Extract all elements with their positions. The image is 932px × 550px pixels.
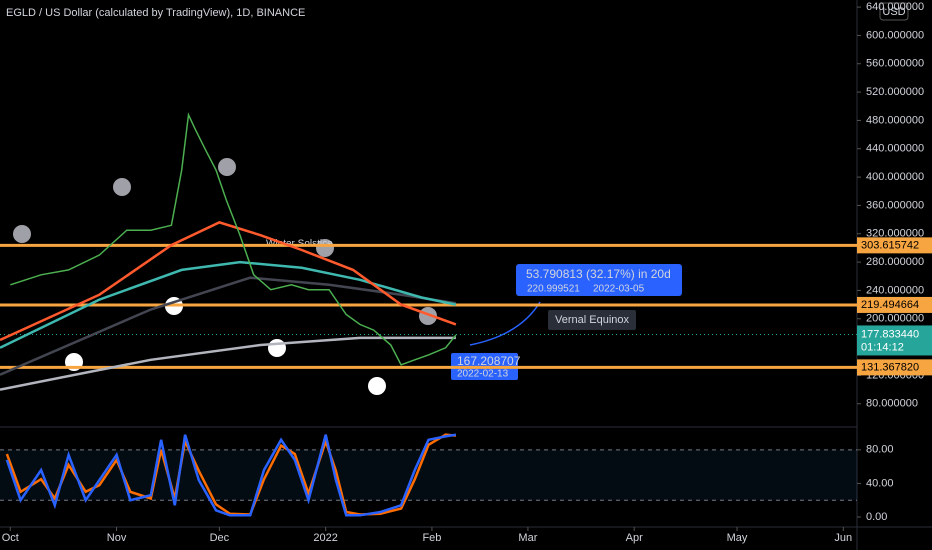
moon-icon	[316, 239, 334, 257]
x-tick-label: Oct	[2, 532, 19, 544]
x-tick-label: Feb	[422, 532, 441, 544]
y-tick-label: 80.00	[866, 444, 894, 456]
projection-arrow	[469, 301, 541, 346]
marker-date: 2022-02-13	[457, 369, 509, 380]
level-label-box	[857, 359, 932, 376]
x-tick-label: Jun	[834, 532, 852, 544]
x-tick-label: Nov	[107, 532, 127, 544]
series-line	[0, 336, 456, 391]
marker-price: 167.208707	[457, 354, 521, 368]
series-line	[0, 221, 457, 342]
currency-label[interactable]: USD	[882, 6, 905, 18]
y-tick-label: 480.000000	[866, 114, 924, 126]
level-label-box	[857, 237, 932, 254]
y-tick-label: 80.000000	[866, 398, 918, 410]
y-tick-label: 440.000000	[866, 143, 924, 155]
x-tick-label: 2022	[313, 532, 337, 544]
band-fill	[0, 449, 857, 501]
x-tick-label: Apr	[626, 532, 643, 544]
projection-target: 220.999521	[527, 284, 580, 295]
last-price-label: 177.833440	[861, 328, 919, 340]
level-label-box	[857, 296, 932, 313]
y-tick-label: 600.000000	[866, 29, 924, 41]
x-tick-label: May	[727, 532, 748, 544]
level-label: 131.367820	[861, 361, 919, 373]
projection-box	[516, 264, 682, 296]
y-tick-label: 640.000000	[866, 1, 924, 13]
series-line	[0, 260, 457, 349]
chart-title: EGLD / US Dollar (calculated by TradingV…	[6, 7, 305, 19]
y-tick-label: 280.000000	[866, 256, 924, 268]
series-line	[5, 433, 457, 516]
y-tick-label: 320.000000	[866, 228, 924, 240]
series-line	[10, 112, 457, 366]
level-label: 219.494664	[861, 299, 919, 311]
projection-date: 2022-03-05	[593, 284, 645, 295]
moon-icon	[218, 158, 236, 176]
y-tick-label: 520.000000	[866, 86, 924, 98]
y-tick-label: 560.000000	[866, 58, 924, 70]
moon-icon	[268, 339, 286, 357]
last-price-box	[857, 325, 932, 356]
y-tick-label: 40.00	[866, 477, 894, 489]
y-tick-label: 0.00	[866, 511, 887, 523]
countdown-label: 01:14:12	[861, 341, 904, 353]
projection-text: 53.790813 (32.17%) in 20d	[526, 267, 671, 281]
series-line	[0, 276, 457, 376]
y-tick-label: 240.000000	[866, 284, 924, 296]
y-tick-label: 360.000000	[866, 199, 924, 211]
moon-icon	[368, 377, 386, 395]
event-label: Vernal Equinox	[555, 314, 629, 326]
moon-icon	[13, 225, 31, 243]
x-tick-label: Dec	[210, 532, 230, 544]
currency-button[interactable]	[879, 2, 909, 21]
level-label: 303.615742	[861, 239, 919, 251]
x-tick-label: Mar	[518, 532, 537, 544]
y-tick-label: 200.000000	[866, 313, 924, 325]
series-line	[5, 433, 457, 517]
y-tick-label: 400.000000	[866, 171, 924, 183]
event-box	[548, 310, 636, 330]
moon-icon	[113, 178, 131, 196]
